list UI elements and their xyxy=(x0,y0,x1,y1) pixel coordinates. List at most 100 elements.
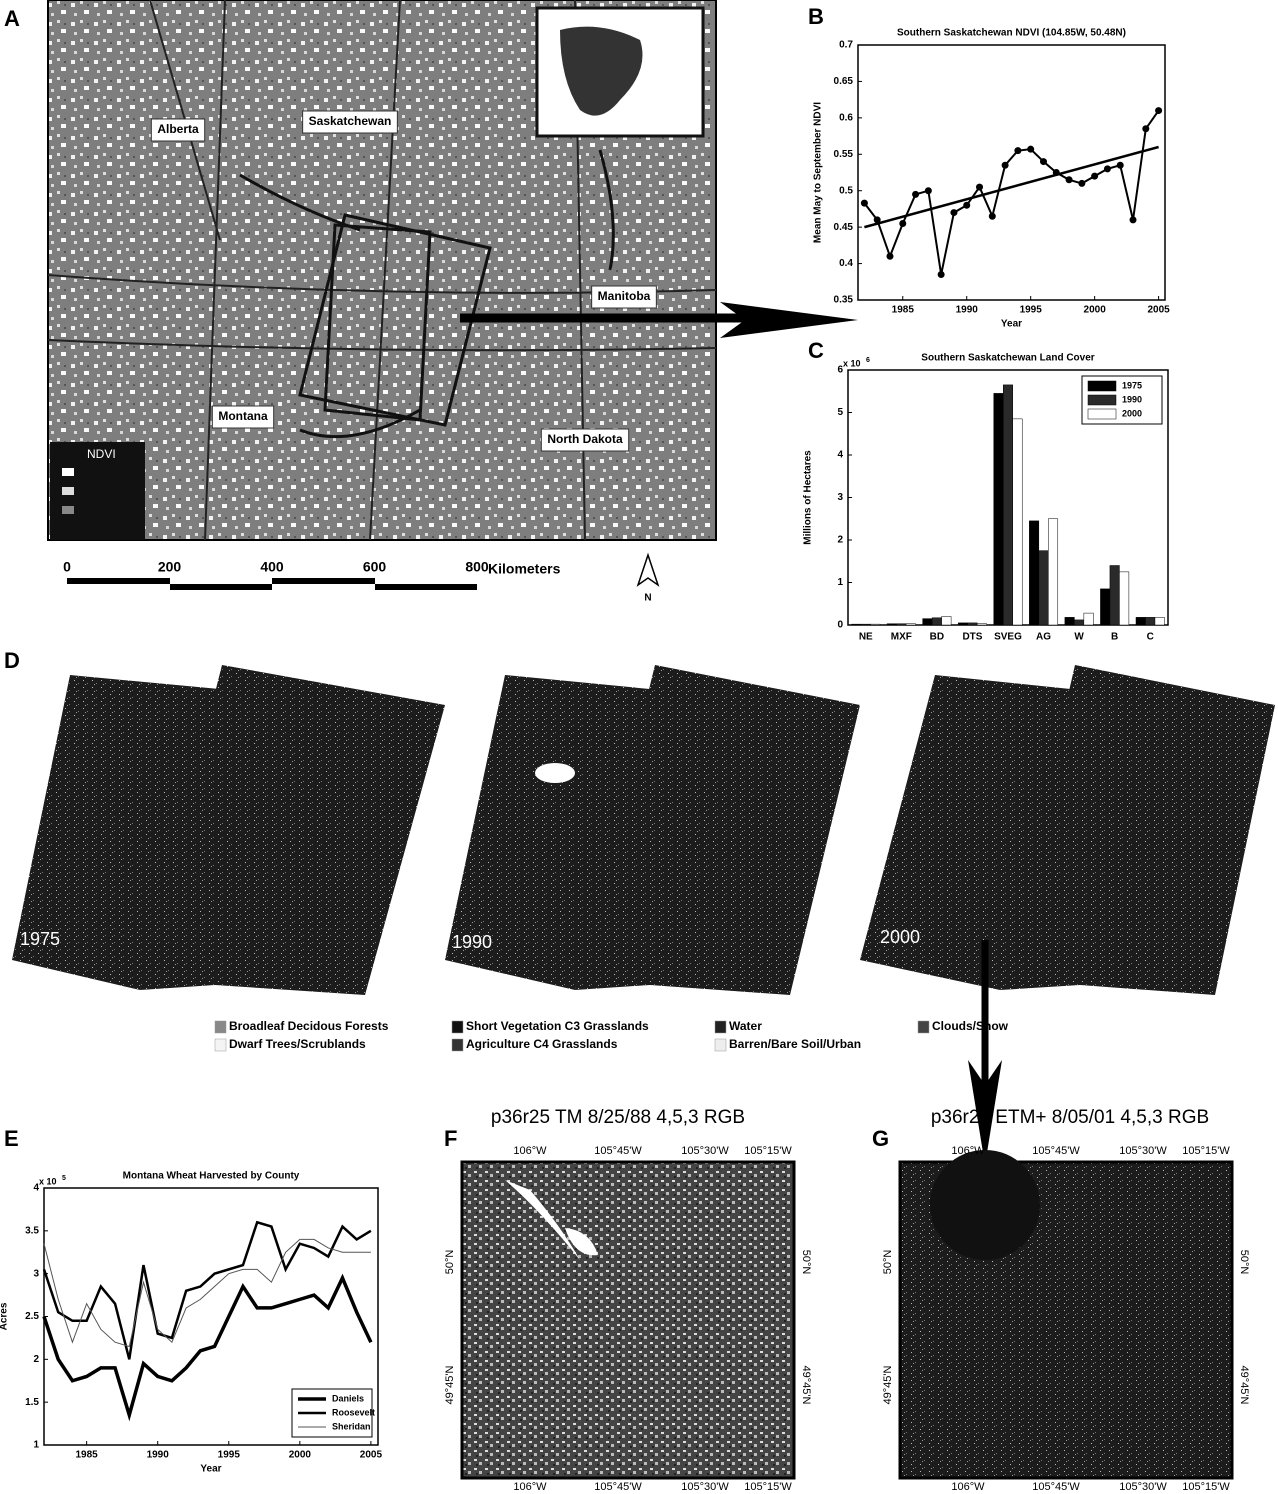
map-label-box xyxy=(540,428,630,452)
bar xyxy=(1003,384,1013,626)
north-label: N xyxy=(644,593,651,604)
legend-label: Broadleaf Decidous Forests xyxy=(229,1019,389,1033)
ndvi-swatch xyxy=(62,468,74,476)
y-tick-label: 1.5 xyxy=(25,1397,39,1408)
data-point xyxy=(860,199,868,207)
scale-segment xyxy=(375,584,477,590)
image-title: p36r25 ETM+ 8/05/01 4,5,3 RGB xyxy=(931,1107,1209,1128)
x-tick-label: 1995 xyxy=(1020,305,1043,316)
lon-label: 105°45'W xyxy=(1032,1481,1080,1493)
data-point xyxy=(1014,147,1022,155)
data-point xyxy=(1027,145,1035,153)
x-tick-label: 2005 xyxy=(1147,305,1170,316)
image-title: p36r25 TM 8/25/88 4,5,3 RGB xyxy=(491,1107,745,1128)
panel-label: E xyxy=(4,1126,19,1151)
legend-swatch xyxy=(1087,394,1117,406)
x-tick-label: AG xyxy=(1036,632,1051,643)
lon-label: 105°15'W xyxy=(744,1145,792,1157)
bar xyxy=(957,622,968,626)
y-multiplier-exponent: 5 xyxy=(62,1175,66,1182)
legend-swatch xyxy=(714,1020,727,1034)
y-tick-label: 6 xyxy=(837,365,843,376)
series-line xyxy=(43,1238,371,1348)
x-axis-label: Year xyxy=(1001,319,1022,330)
lon-label: 105°30'W xyxy=(1119,1145,1167,1157)
map-label: Montana xyxy=(218,409,268,423)
y-tick-label: 0.5 xyxy=(839,185,853,196)
x-tick-label: 1990 xyxy=(147,1450,170,1461)
y-tick-label: 0.65 xyxy=(834,76,854,87)
x-axis-label: Year xyxy=(200,1464,221,1475)
y-tick-label: 0.4 xyxy=(839,258,853,269)
bar xyxy=(1012,418,1023,626)
map-label: Manitoba xyxy=(598,289,651,303)
x-tick-label: BD xyxy=(930,632,944,643)
scene-year: 1975 xyxy=(20,929,60,949)
series-line xyxy=(42,1220,372,1360)
lon-label: 106°W xyxy=(513,1145,547,1157)
lat-label: 49°45'N xyxy=(800,1366,812,1405)
legend-label: Sheridan xyxy=(332,1421,371,1431)
image-feature xyxy=(505,1180,598,1260)
data-point xyxy=(1129,216,1137,224)
bar xyxy=(931,617,942,626)
bar xyxy=(1119,571,1130,626)
series-line xyxy=(42,1273,373,1422)
north-arrow xyxy=(636,552,660,587)
y-tick-label: 3 xyxy=(33,1268,39,1279)
x-tick-label: NE xyxy=(859,632,873,643)
legend-label: Daniels xyxy=(332,1393,364,1403)
lon-label: 105°15'W xyxy=(1182,1481,1230,1493)
bar xyxy=(941,616,952,626)
data-point xyxy=(899,220,907,227)
bar xyxy=(993,393,1004,626)
bar xyxy=(1048,518,1059,626)
y-tick-label: 0.55 xyxy=(834,149,854,160)
legend-label: Barren/Bare Soil/Urban xyxy=(729,1037,861,1051)
data-point xyxy=(873,216,881,224)
inset-continent xyxy=(560,26,643,116)
legend-swatch xyxy=(451,1020,464,1034)
legend-swatch xyxy=(1087,380,1117,392)
data-point xyxy=(988,212,996,220)
scale-tick-label: 600 xyxy=(363,559,387,575)
map: NDVI xyxy=(47,0,717,541)
lon-label: 105°30'W xyxy=(681,1481,729,1493)
y-multiplier-exponent: 6 xyxy=(866,357,870,364)
y-multiplier: x 10 xyxy=(39,1176,57,1186)
map-label-box xyxy=(591,285,657,309)
bar xyxy=(1064,617,1075,626)
bar xyxy=(1135,617,1146,626)
arrow xyxy=(460,302,858,338)
chart-title: Southern Saskatchewan NDVI (104.85W, 50.… xyxy=(897,28,1126,39)
map-label: Alberta xyxy=(157,122,199,136)
x-tick-label: MXF xyxy=(891,632,912,643)
bar xyxy=(1109,565,1120,626)
y-tick-label: 0.35 xyxy=(834,295,854,306)
scene-year: 1990 xyxy=(452,932,492,952)
bar xyxy=(967,622,978,626)
bar xyxy=(1074,619,1085,626)
legend-swatch xyxy=(214,1020,227,1034)
y-tick-label: 2 xyxy=(33,1354,39,1365)
bar xyxy=(1154,617,1165,626)
data-point xyxy=(886,252,894,260)
legend-label: Agriculture C4 Grasslands xyxy=(466,1037,618,1051)
x-tick-label: 1995 xyxy=(218,1450,241,1461)
lon-label: 105°45'W xyxy=(594,1481,642,1493)
panel-label: C xyxy=(808,338,824,363)
bar xyxy=(1145,617,1156,626)
y-tick-label: 1 xyxy=(837,577,843,588)
x-tick-label: 1990 xyxy=(956,305,979,316)
map-label-box xyxy=(211,405,275,429)
panel-label: A xyxy=(4,6,20,31)
bar xyxy=(1029,520,1040,626)
ndvi-legend-title: NDVI xyxy=(87,447,116,461)
panel-label: D xyxy=(4,648,20,673)
bar xyxy=(1083,612,1094,626)
scale-tick-label: 400 xyxy=(260,559,284,575)
image-feature xyxy=(930,1150,1040,1260)
x-tick-label: B xyxy=(1111,632,1118,643)
chart-title: Southern Saskatchewan Land Cover xyxy=(921,353,1094,364)
y-tick-label: 0.7 xyxy=(839,40,853,51)
